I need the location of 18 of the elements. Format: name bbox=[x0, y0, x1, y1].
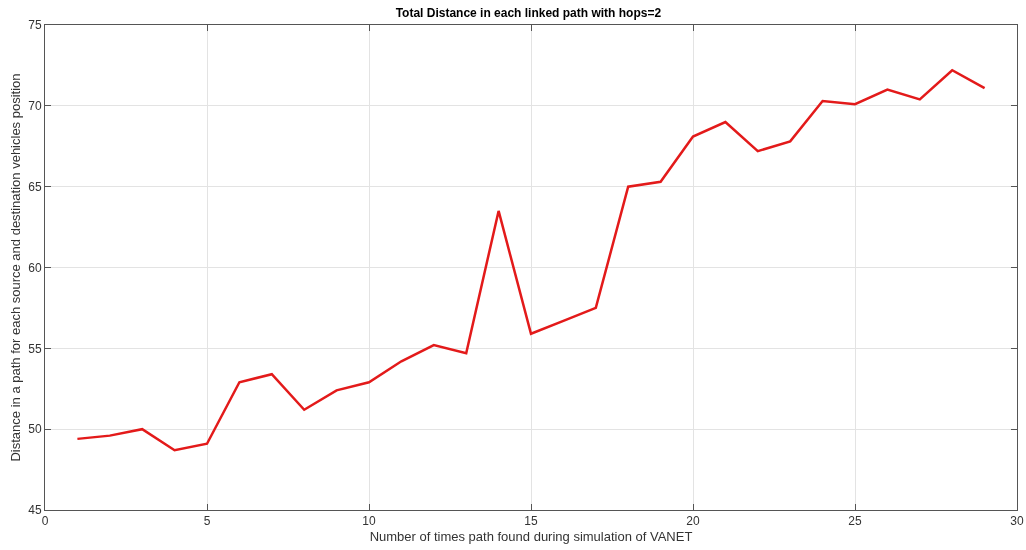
y-tick-label: 70 bbox=[28, 99, 42, 114]
y-tick-label: 60 bbox=[28, 260, 42, 275]
x-tick-label: 30 bbox=[1010, 514, 1024, 529]
y-tick-label: 50 bbox=[28, 422, 42, 437]
y-tick-label: 75 bbox=[28, 18, 42, 33]
x-tick-label: 20 bbox=[686, 514, 700, 529]
x-tick-label: 0 bbox=[41, 514, 49, 529]
line-series bbox=[76, 69, 986, 452]
y-axis-title: Distance in a path for each source and destination vehicles position bbox=[8, 73, 24, 462]
x-tick-label: 5 bbox=[203, 514, 211, 529]
x-tick-label: 10 bbox=[362, 514, 376, 529]
x-tick-label: 15 bbox=[524, 514, 538, 529]
x-tick-label: 25 bbox=[848, 514, 862, 529]
y-tick-label: 45 bbox=[28, 503, 42, 518]
y-tick-label: 65 bbox=[28, 179, 42, 194]
chart-title: Total Distance in each linked path with hops=2 bbox=[395, 5, 662, 20]
y-tick-label: 55 bbox=[28, 341, 42, 356]
x-axis-title: Number of times path found during simulation of VANET bbox=[369, 529, 693, 544]
